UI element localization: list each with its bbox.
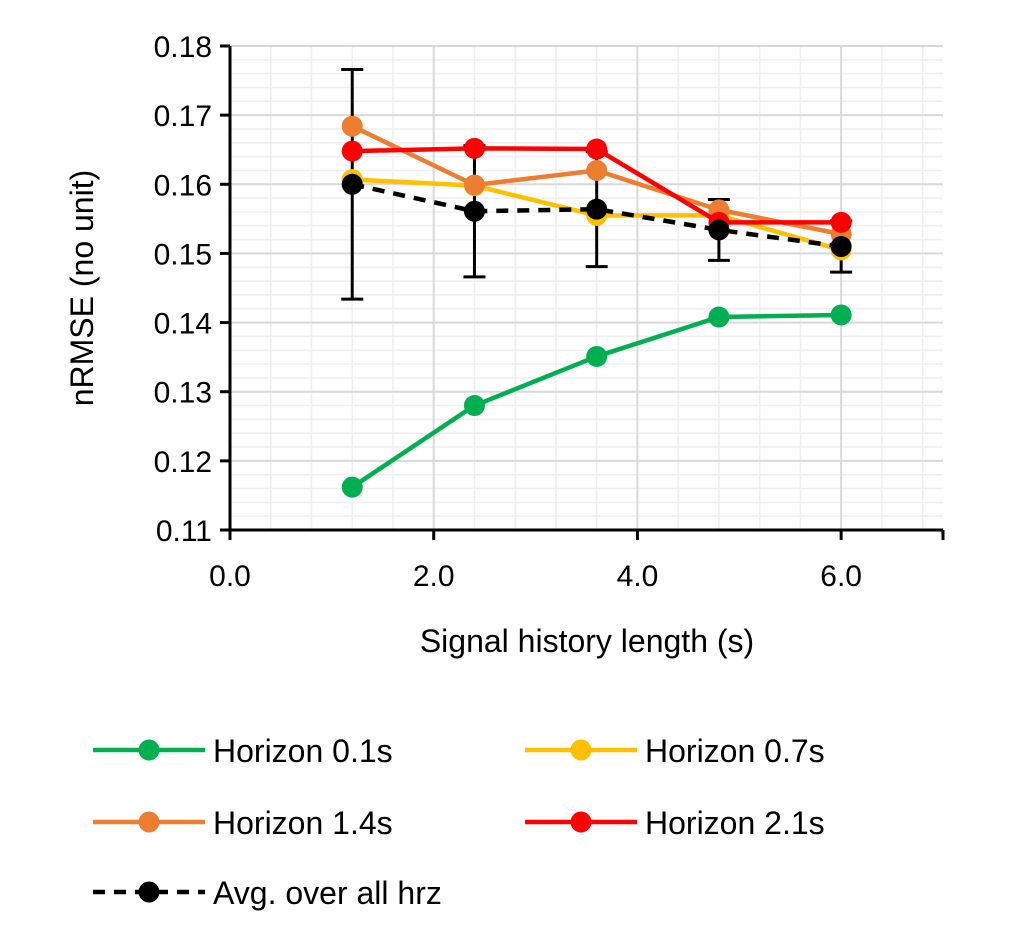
y-tick-label: 0.13 [154,377,212,410]
data-point [830,211,852,233]
legend-label: Horizon 0.1s [213,733,393,769]
data-point [341,140,363,162]
data-point [708,219,730,241]
x-axis-label: Signal history length (s) [420,623,754,659]
data-point [830,304,852,326]
data-point [586,345,608,367]
data-point [341,115,363,137]
legend-marker [138,811,160,833]
data-point [463,174,485,196]
data-point [463,137,485,159]
x-tick-label: 2.0 [413,560,455,593]
legend-item: Horizon 0.1s [93,733,393,769]
legend-marker [570,739,592,761]
y-tick-label: 0.11 [156,515,212,548]
y-tick-label: 0.18 [154,31,212,64]
data-point [586,138,608,160]
x-tick-label: 6.0 [820,560,862,593]
data-point [830,236,852,258]
legend-item: Horizon 0.7s [525,733,825,769]
y-tick-label: 0.17 [154,100,212,133]
x-tick-label: 4.0 [617,560,659,593]
data-point [341,476,363,498]
data-point [586,198,608,220]
x-tick-label: 0.0 [209,560,251,593]
tick-labels: 0.11 0.12 0.13 0.14 0.15 0.16 0.17 0.18 0.0 2.0 4.… [154,31,862,593]
data-point [586,159,608,181]
y-tick-label: 0.15 [154,238,212,271]
legend-item: Horizon 2.1s [525,805,825,841]
data-point [463,200,485,222]
legend-marker [138,739,160,761]
legend: Horizon 0.1s Horizon 0.7s Horizon 1.4s Hori… [93,733,825,911]
legend-label: Horizon 2.1s [645,805,825,841]
y-tick-label: 0.12 [154,446,212,479]
y-tick-label: 0.14 [154,308,212,341]
legend-marker [570,811,592,833]
legend-item: Horizon 1.4s [93,805,393,841]
legend-label: Horizon 1.4s [213,805,393,841]
legend-marker [138,881,160,903]
data-point [708,306,730,328]
legend-label: Avg. over all hrz [213,875,442,911]
grid [230,45,943,530]
y-axis-label: nRMSE (no unit) [64,170,100,407]
legend-item: Avg. over all hrz [93,875,442,911]
data-point [341,173,363,195]
legend-label: Horizon 0.7s [645,733,825,769]
axes [220,44,945,540]
y-tick-label: 0.16 [154,169,212,202]
series [341,115,852,498]
data-point [463,395,485,417]
